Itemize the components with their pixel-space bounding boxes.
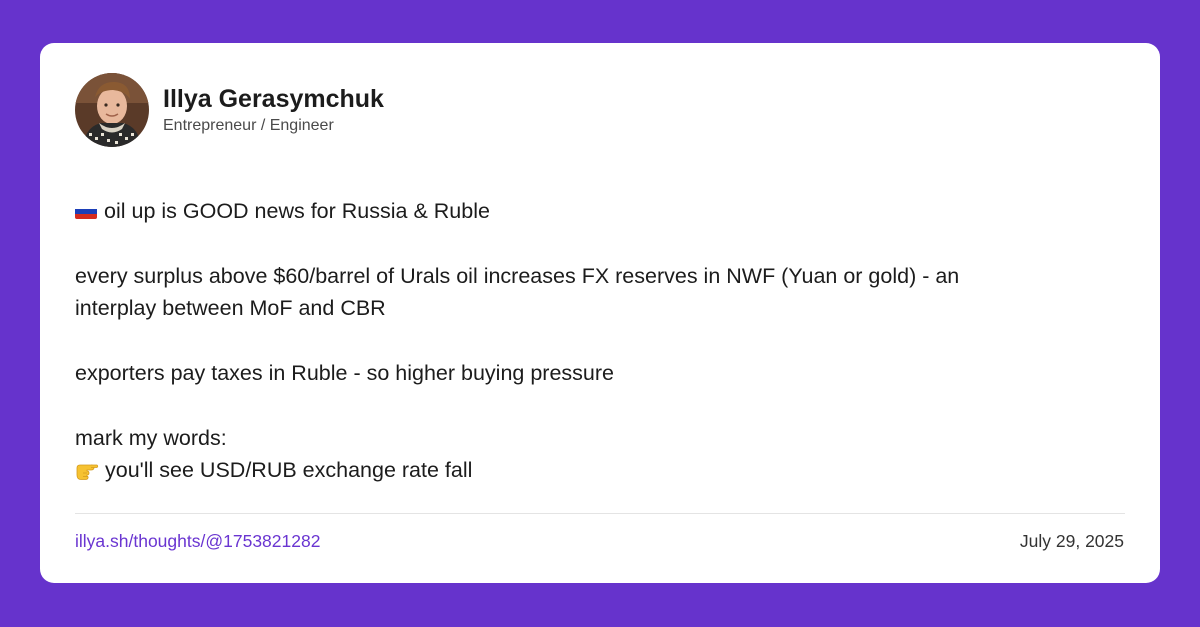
post-line-2a: every surplus above $60/barrel of Urals … bbox=[75, 264, 960, 288]
paragraph-3: exporters pay taxes in Ruble - so higher… bbox=[75, 357, 1135, 389]
post-header: Illya Gerasymchuk Entrepreneur / Enginee… bbox=[75, 73, 384, 147]
author-title: Entrepreneur / Engineer bbox=[163, 117, 334, 134]
post-line-3: exporters pay taxes in Ruble - so higher… bbox=[75, 361, 614, 385]
paragraph-2: every surplus above $60/barrel of Urals … bbox=[75, 260, 1135, 324]
post-date: July 29, 2025 bbox=[1019, 531, 1124, 551]
post-line-5-wrap: you'll see USD/RUB exchange rate fall bbox=[75, 454, 1135, 486]
permalink[interactable]: illya.sh/thoughts/@1753821282 bbox=[75, 531, 321, 551]
post-line-2b: interplay between MoF and CBR bbox=[75, 296, 386, 320]
paragraph-1: oil up is GOOD news for Russia & Ruble bbox=[75, 195, 1135, 227]
paragraph-4: mark my words: you'll see USD/RUB exchan… bbox=[75, 422, 1135, 486]
post-card: Illya Gerasymchuk Entrepreneur / Enginee… bbox=[40, 43, 1160, 583]
footer-divider bbox=[75, 513, 1125, 514]
russia-flag-icon bbox=[75, 204, 97, 219]
post-body: oil up is GOOD news for Russia & Ruble e… bbox=[75, 195, 1135, 486]
pointing-hand-icon bbox=[76, 464, 99, 480]
author-info: Illya Gerasymchuk Entrepreneur / Enginee… bbox=[163, 84, 384, 136]
author-name[interactable]: Illya Gerasymchuk bbox=[163, 85, 384, 113]
post-line-1: oil up is GOOD news for Russia & Ruble bbox=[104, 199, 490, 223]
avatar-image bbox=[75, 73, 149, 147]
post-line-5: you'll see USD/RUB exchange rate fall bbox=[105, 458, 473, 482]
post-line-4: mark my words: bbox=[75, 426, 227, 450]
avatar[interactable] bbox=[75, 73, 149, 147]
